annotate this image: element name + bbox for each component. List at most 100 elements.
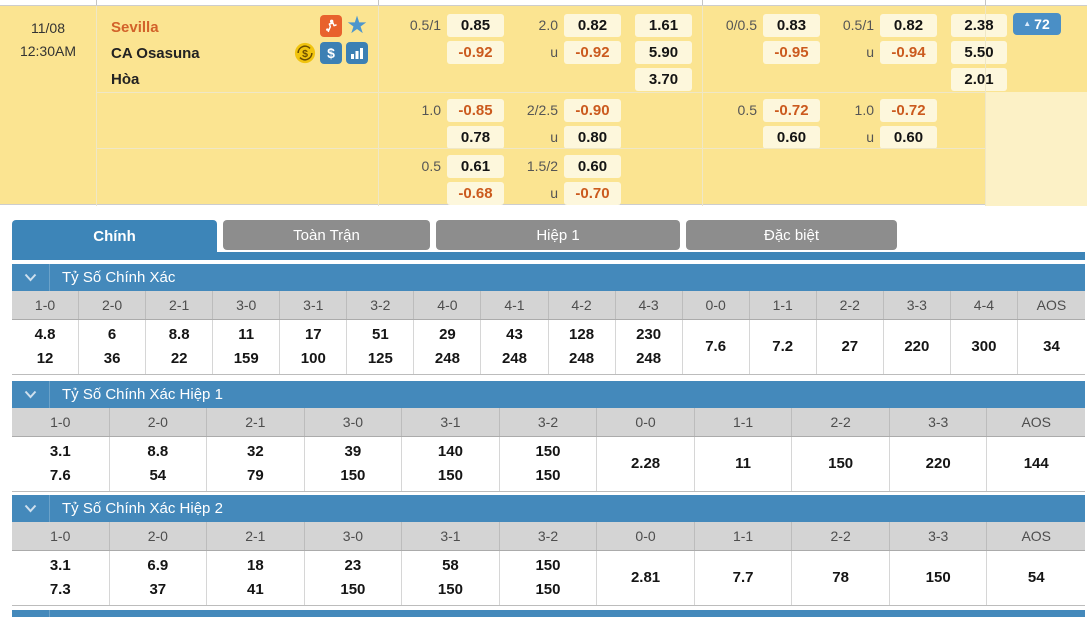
1x2-draw-odds[interactable]: 2.01	[951, 68, 1007, 91]
score-odds-cell[interactable]: 140 150	[402, 437, 500, 491]
dollar-bet-icon[interactable]: $	[320, 42, 342, 64]
handicap-away-odds[interactable]: 0.78	[447, 126, 504, 149]
score-odds-cell[interactable]: 32 79	[207, 437, 305, 491]
score-odds-cell[interactable]: 230 248	[616, 320, 683, 374]
score-odds-cell[interactable]: 23 150	[305, 551, 403, 605]
score-odds-value: 150	[340, 467, 366, 484]
score-odds-cell[interactable]: 150 150	[500, 551, 598, 605]
section-header[interactable]: Tỷ Số Chính Xác Hiệp 1	[12, 381, 1085, 408]
spacer	[401, 41, 441, 64]
section-title: Tỷ Số Chính Xác Hiệp 2	[62, 500, 223, 517]
more-bets-badge[interactable]: ▲ 72	[1012, 13, 1061, 35]
score-odds-cell[interactable]: 150 150	[500, 437, 598, 491]
score-odds-cell[interactable]: 54	[987, 551, 1085, 605]
handicap-away-odds[interactable]: -0.95	[763, 41, 820, 64]
odds-group-right-row1: 0/0.5 0.83 -0.95 0.5/1 0.82 u -0.94 2.38…	[702, 6, 1007, 92]
chevron-down-icon[interactable]	[12, 264, 50, 291]
over-odds[interactable]: 0.82	[880, 14, 937, 37]
score-odds-cell[interactable]: 128 248	[549, 320, 616, 374]
tab-dac-biet[interactable]: Đặc biệt	[686, 220, 897, 250]
score-odds-cell[interactable]: 8.8 22	[146, 320, 214, 374]
handicap-away-odds[interactable]: -0.68	[447, 182, 504, 205]
under-odds[interactable]: 0.60	[880, 126, 937, 149]
score-odds-value: 3.1	[49, 443, 71, 460]
active-tab-strip	[12, 252, 1085, 260]
under-odds[interactable]: -0.92	[564, 41, 621, 64]
score-odds-cell[interactable]: 18 41	[207, 551, 305, 605]
score-odds-cell[interactable]: 150	[890, 551, 988, 605]
score-odds-cell[interactable]: 78	[792, 551, 890, 605]
over-odds[interactable]: -0.72	[880, 99, 937, 122]
score-odds-value: 150	[437, 581, 463, 598]
score-column-header: AOS	[1021, 528, 1052, 544]
over-odds[interactable]: 0.82	[564, 14, 621, 37]
chevron-down-icon[interactable]	[12, 495, 50, 522]
handicap-home-odds[interactable]: -0.72	[763, 99, 820, 122]
score-odds-cell[interactable]: 150	[792, 437, 890, 491]
score-odds-cell[interactable]: 3.1 7.3	[12, 551, 110, 605]
over-odds[interactable]: 0.60	[564, 155, 621, 178]
1x2-market: 2.38 5.50 2.01	[951, 14, 1007, 92]
1x2-draw-odds[interactable]: 3.70	[635, 68, 692, 91]
tab-hiep-1[interactable]: Hiệp 1	[436, 220, 680, 250]
score-odds-cell[interactable]: 11	[695, 437, 793, 491]
under-odds[interactable]: -0.94	[880, 41, 937, 64]
score-odds-cell[interactable]: 220	[884, 320, 951, 374]
score-odds-cell[interactable]: 4.8 12	[12, 320, 80, 374]
next-section-header-partial[interactable]	[12, 610, 1085, 617]
score-odds-cell[interactable]: 17 100	[280, 320, 348, 374]
handicap-home-odds[interactable]: -0.85	[447, 99, 504, 122]
handicap-away-odds[interactable]: -0.92	[447, 41, 504, 64]
1x2-home-odds[interactable]: 1.61	[635, 14, 692, 37]
score-odds-cell[interactable]: 3.1 7.6	[12, 437, 110, 491]
score-odds-cell[interactable]: 220	[890, 437, 988, 491]
score-odds-cell[interactable]: 6 36	[79, 320, 147, 374]
cash-out-icon[interactable]: $	[294, 42, 316, 64]
section-header[interactable]: Tỷ Số Chính Xác Hiệp 2	[12, 495, 1085, 522]
favorite-star-icon[interactable]: ★	[346, 12, 368, 39]
ou-line: 1.0	[854, 102, 874, 118]
score-odds-value: 140	[437, 443, 463, 460]
under-odds[interactable]: -0.70	[564, 182, 621, 205]
section-header[interactable]: Tỷ Số Chính Xác	[12, 264, 1085, 291]
spacer	[717, 41, 757, 64]
under-odds[interactable]: 0.80	[564, 126, 621, 149]
score-odds-cell[interactable]: 7.6	[683, 320, 750, 374]
1x2-home-odds[interactable]: 2.38	[951, 14, 1007, 37]
score-odds-cell[interactable]: 300	[951, 320, 1018, 374]
over-odds[interactable]: -0.90	[564, 99, 621, 122]
handicap-home-odds[interactable]: 0.61	[447, 155, 504, 178]
tab-toan-tran[interactable]: Toàn Trận	[223, 220, 430, 250]
score-odds-cell[interactable]: 39 150	[305, 437, 403, 491]
tab-chinh[interactable]: Chính	[12, 220, 217, 252]
over-under-market: 2.0 0.82 u -0.92	[518, 14, 621, 92]
1x2-away-odds[interactable]: 5.50	[951, 41, 1007, 64]
score-column-header: 2-1	[207, 408, 305, 436]
handicap-home-odds[interactable]: 0.85	[447, 14, 504, 37]
score-odds-cell[interactable]: 11 159	[213, 320, 281, 374]
score-column-header: 0-0	[597, 408, 695, 436]
score-odds-cell[interactable]: 27	[817, 320, 884, 374]
correct-score-table: 1-0 2-0 2-1 3-0 3-1 3-2 4-0 4-1 4-2 4-3 0-0 1-1 2-2 3…	[12, 291, 1085, 375]
score-odds-cell[interactable]: 6.9 37	[110, 551, 208, 605]
score-odds-cell[interactable]: 43 248	[481, 320, 549, 374]
handicap-home-odds[interactable]: 0.83	[763, 14, 820, 37]
chevron-down-icon[interactable]	[12, 381, 50, 408]
score-odds-cell[interactable]: 144	[987, 437, 1085, 491]
statistics-icon[interactable]	[346, 42, 368, 64]
score-odds-cell[interactable]: 2.81	[597, 551, 695, 605]
score-odds-cell[interactable]: 7.7	[695, 551, 793, 605]
score-odds-cell[interactable]: 34	[1018, 320, 1085, 374]
1x2-away-odds[interactable]: 5.90	[635, 41, 692, 64]
score-odds-cell[interactable]: 29 248	[414, 320, 482, 374]
handicap-away-odds[interactable]: 0.60	[763, 126, 820, 149]
under-label: u	[550, 129, 558, 145]
correct-score-h1-section: Tỷ Số Chính Xác Hiệp 1 1-0 2-0 2-1 3-0 3-1 3-…	[12, 381, 1085, 492]
live-match-icon[interactable]	[320, 15, 342, 37]
score-odds-cell[interactable]: 7.2	[750, 320, 817, 374]
score-column-header: 3-1	[402, 522, 500, 550]
score-odds-cell[interactable]: 58 150	[402, 551, 500, 605]
score-odds-cell[interactable]: 8.8 54	[110, 437, 208, 491]
score-odds-cell[interactable]: 51 125	[347, 320, 415, 374]
score-odds-cell[interactable]: 2.28	[597, 437, 695, 491]
